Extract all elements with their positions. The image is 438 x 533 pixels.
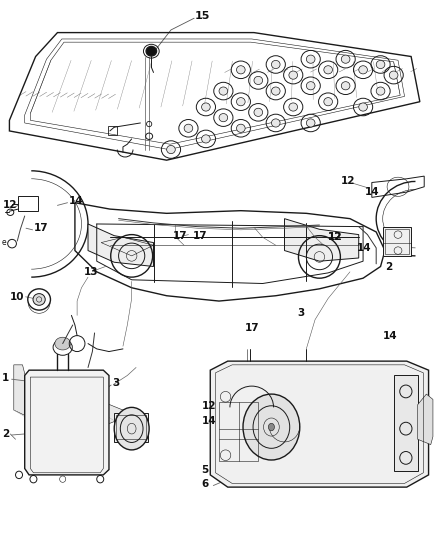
Bar — [117, 415, 146, 439]
Ellipse shape — [306, 82, 315, 90]
Bar — [394, 375, 418, 471]
Ellipse shape — [243, 394, 300, 460]
Bar — [383, 227, 411, 256]
Text: 14: 14 — [383, 330, 397, 341]
Bar — [114, 413, 148, 442]
Text: 14: 14 — [201, 416, 216, 426]
Text: 2: 2 — [2, 429, 9, 439]
Text: e: e — [2, 238, 7, 247]
Ellipse shape — [237, 124, 245, 132]
Text: 10: 10 — [11, 292, 25, 302]
Text: 12: 12 — [201, 401, 216, 411]
Ellipse shape — [268, 423, 275, 431]
Ellipse shape — [289, 103, 297, 111]
Bar — [108, 126, 117, 135]
Ellipse shape — [237, 98, 245, 106]
Ellipse shape — [55, 337, 71, 350]
Text: 3: 3 — [297, 308, 305, 318]
Text: 12: 12 — [328, 232, 343, 243]
Text: 15: 15 — [195, 11, 210, 21]
Ellipse shape — [219, 87, 228, 95]
Polygon shape — [210, 361, 428, 487]
Ellipse shape — [272, 87, 280, 95]
Ellipse shape — [166, 146, 175, 154]
Text: 2: 2 — [385, 262, 392, 271]
Ellipse shape — [289, 71, 297, 79]
Ellipse shape — [184, 124, 193, 132]
Text: 17: 17 — [173, 231, 188, 241]
Text: 13: 13 — [84, 267, 98, 277]
Ellipse shape — [272, 119, 280, 127]
Text: 14: 14 — [68, 196, 83, 206]
Bar — [219, 402, 258, 461]
Text: 17: 17 — [33, 223, 48, 233]
Ellipse shape — [237, 66, 245, 74]
Ellipse shape — [201, 103, 210, 111]
Text: 17: 17 — [245, 322, 260, 333]
Ellipse shape — [341, 55, 350, 63]
Ellipse shape — [324, 98, 332, 106]
Polygon shape — [418, 394, 433, 445]
Text: 1: 1 — [2, 373, 9, 383]
Text: 17: 17 — [193, 231, 208, 241]
Ellipse shape — [376, 60, 385, 69]
Polygon shape — [88, 224, 153, 266]
Text: 12: 12 — [3, 200, 18, 211]
Text: 6: 6 — [201, 480, 209, 489]
Text: 14: 14 — [357, 243, 371, 253]
Bar — [18, 196, 38, 211]
Ellipse shape — [306, 119, 315, 127]
Ellipse shape — [146, 46, 156, 56]
Text: 12: 12 — [328, 232, 343, 243]
Text: 12: 12 — [341, 176, 356, 187]
Ellipse shape — [341, 82, 350, 90]
Ellipse shape — [201, 135, 210, 143]
Ellipse shape — [306, 55, 315, 63]
Ellipse shape — [254, 108, 263, 116]
Text: 14: 14 — [365, 187, 380, 197]
Ellipse shape — [324, 66, 332, 74]
Bar — [385, 229, 409, 254]
Ellipse shape — [114, 407, 149, 450]
Ellipse shape — [359, 103, 367, 111]
Ellipse shape — [254, 76, 263, 85]
Ellipse shape — [389, 71, 398, 79]
Polygon shape — [285, 219, 359, 261]
Text: 3: 3 — [112, 378, 119, 389]
Text: 5: 5 — [201, 465, 209, 474]
Ellipse shape — [359, 66, 367, 74]
Ellipse shape — [376, 87, 385, 95]
Ellipse shape — [272, 60, 280, 69]
Polygon shape — [14, 365, 123, 426]
Polygon shape — [25, 370, 109, 475]
Ellipse shape — [219, 114, 228, 122]
Ellipse shape — [33, 294, 45, 305]
